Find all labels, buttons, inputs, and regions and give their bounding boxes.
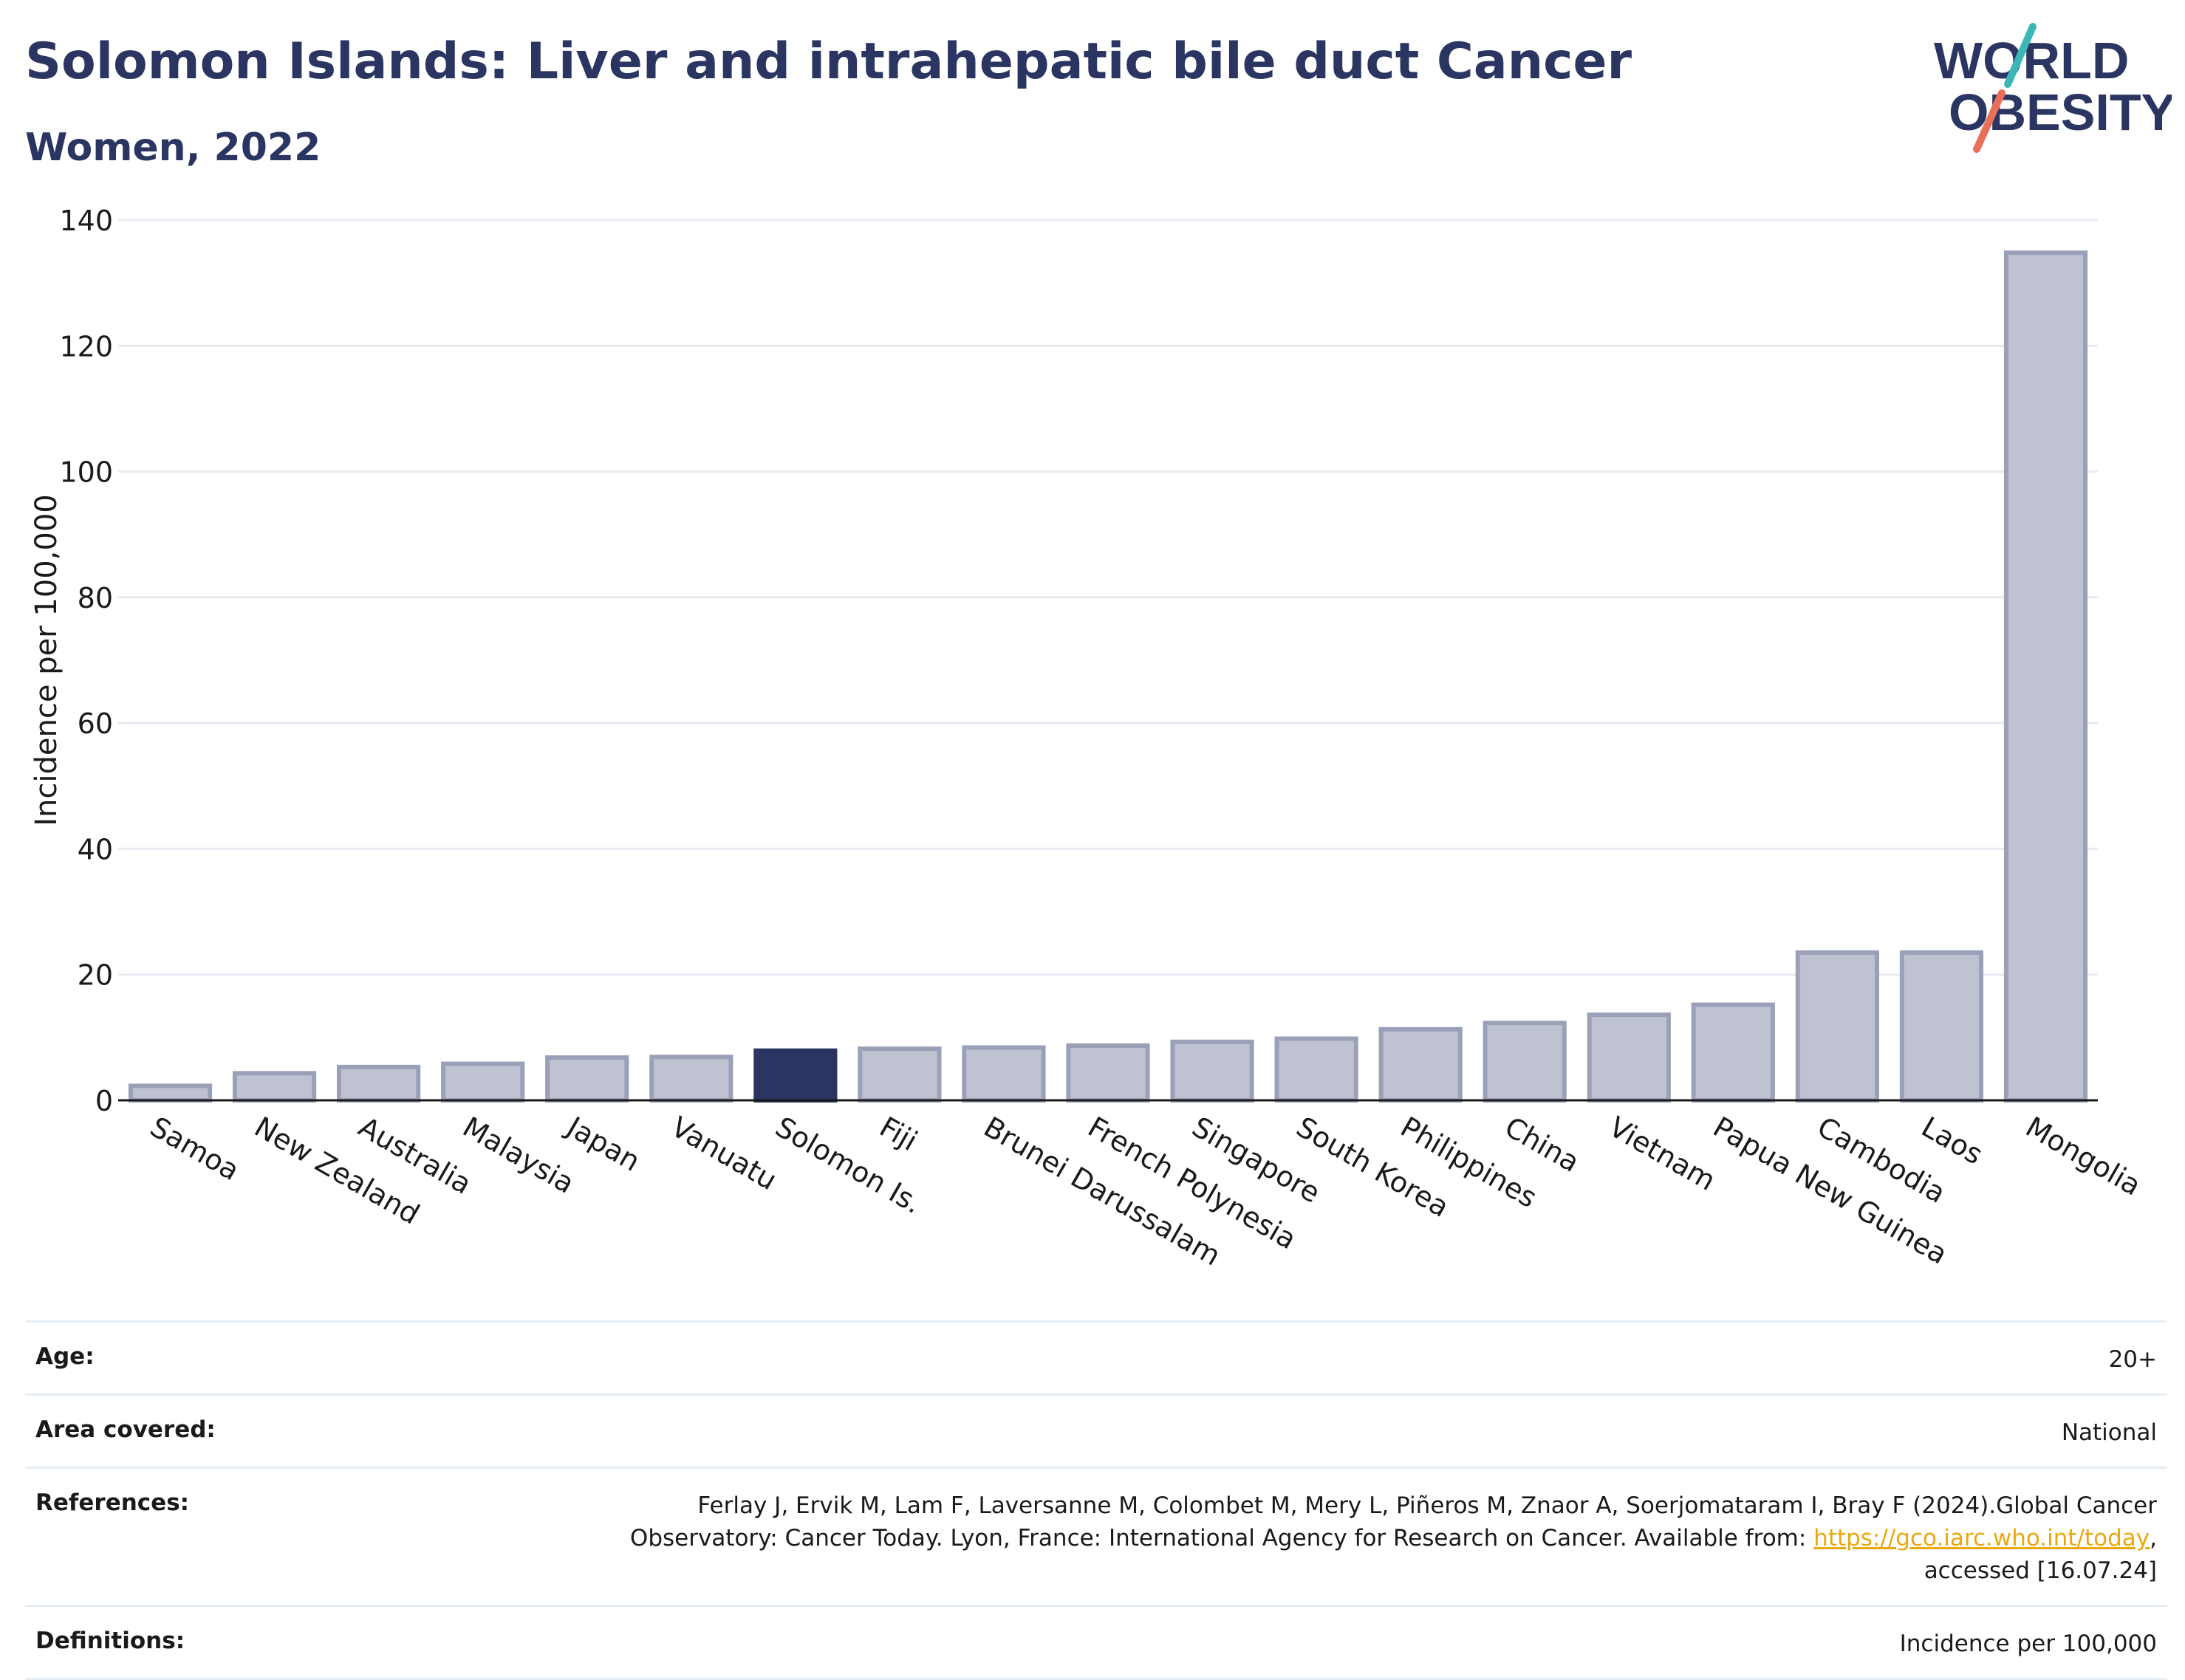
x-tick-label: Laos [1916,1111,1989,1171]
y-tick-label: 0 [95,1085,113,1117]
y-tick-label: 140 [59,205,113,237]
bar-solomon-is [753,1048,838,1103]
y-tick-label: 60 [78,707,113,740]
page-title: Solomon Islands: Liver and intrahepatic … [25,32,1632,91]
y-axis-label: Incidence per 100,000 [30,494,64,826]
bar-chart: 0 20 40 60 80 100 120 140 Samoa New ZealandAustr… [30,205,2147,1272]
x-tick-label: Mongolia [2020,1111,2147,1202]
bar-philippines [1378,1026,1463,1103]
bar-singapore [1170,1039,1254,1103]
info-row-age: Age: 20+ [25,1320,2167,1393]
info-row-references: References: Ferlay J, Ervik M, Lam F, La… [25,1467,2167,1605]
bar-new-zealand [232,1071,317,1103]
bar-samoa [128,1083,213,1103]
bar-south-korea [1274,1036,1358,1103]
definitions-label: Definitions: [35,1628,185,1654]
references-value: Ferlay J, Ervik M, Lam F, Laversanne M, … [569,1489,2157,1587]
world-obesity-logo: WORLD OBESITY [1934,23,2172,153]
bar-papua-new-guinea [1691,1002,1775,1103]
logo-teal-slash [2004,23,2037,88]
logo-coral-slash [1973,89,2006,153]
info-table: Age: 20+ Area covered: National Referenc… [25,1320,2167,1680]
bar-french-polynesia [1066,1043,1150,1103]
x-tick-label: Malaysia [457,1111,580,1200]
references-text-1: Ferlay J, Ervik M, Lam F, Laversanne M, … [629,1492,2157,1552]
x-tick-label: Vanuatu [666,1111,782,1196]
bar-laos [1899,950,1984,1103]
y-tick-label: 40 [78,833,113,865]
age-value: 20+ [2108,1346,2157,1373]
bar-cambodia [1795,950,1879,1103]
grid-lines [118,219,2098,976]
x-tick-label: Samoa [145,1111,245,1187]
bar-china [1483,1021,1567,1103]
logo-line-1: WORLD [1934,32,2129,89]
bar-malaysia [441,1061,525,1103]
area-label: Area covered: [35,1416,216,1443]
bar-vanuatu [649,1055,734,1103]
bar-fiji [858,1046,942,1103]
info-row-definitions: Definitions: Incidence per 100,000 [25,1605,2167,1680]
y-tick-label: 100 [59,456,113,489]
area-value: National [2061,1419,2157,1446]
y-tick-label: 120 [59,330,113,363]
bars [128,250,2088,1103]
y-tick-label: 20 [78,959,113,992]
bar-mongolia [2003,250,2088,1103]
bar-japan [545,1055,629,1103]
definitions-value: Incidence per 100,000 [1899,1631,2157,1657]
y-tick-label: 80 [78,582,113,614]
x-tick-label: Vietnam [1604,1111,1721,1197]
references-link[interactable]: https://gco.iarc.who.int/today [1813,1525,2150,1552]
bar-brunei-darussalam [962,1045,1046,1103]
x-tick-label: Fiji [874,1111,923,1157]
references-label: References: [35,1489,190,1516]
y-axis-ticks: 0 20 40 60 80 100 120 140 [59,205,113,1117]
references-text-2: , accessed [16.07.24] [1924,1525,2157,1584]
page-subtitle: Women, 2022 [25,126,321,170]
bar-vietnam [1587,1012,1671,1103]
bar-australia [337,1064,421,1103]
info-row-area: Area covered: National [25,1393,2167,1467]
age-label: Age: [35,1343,95,1370]
